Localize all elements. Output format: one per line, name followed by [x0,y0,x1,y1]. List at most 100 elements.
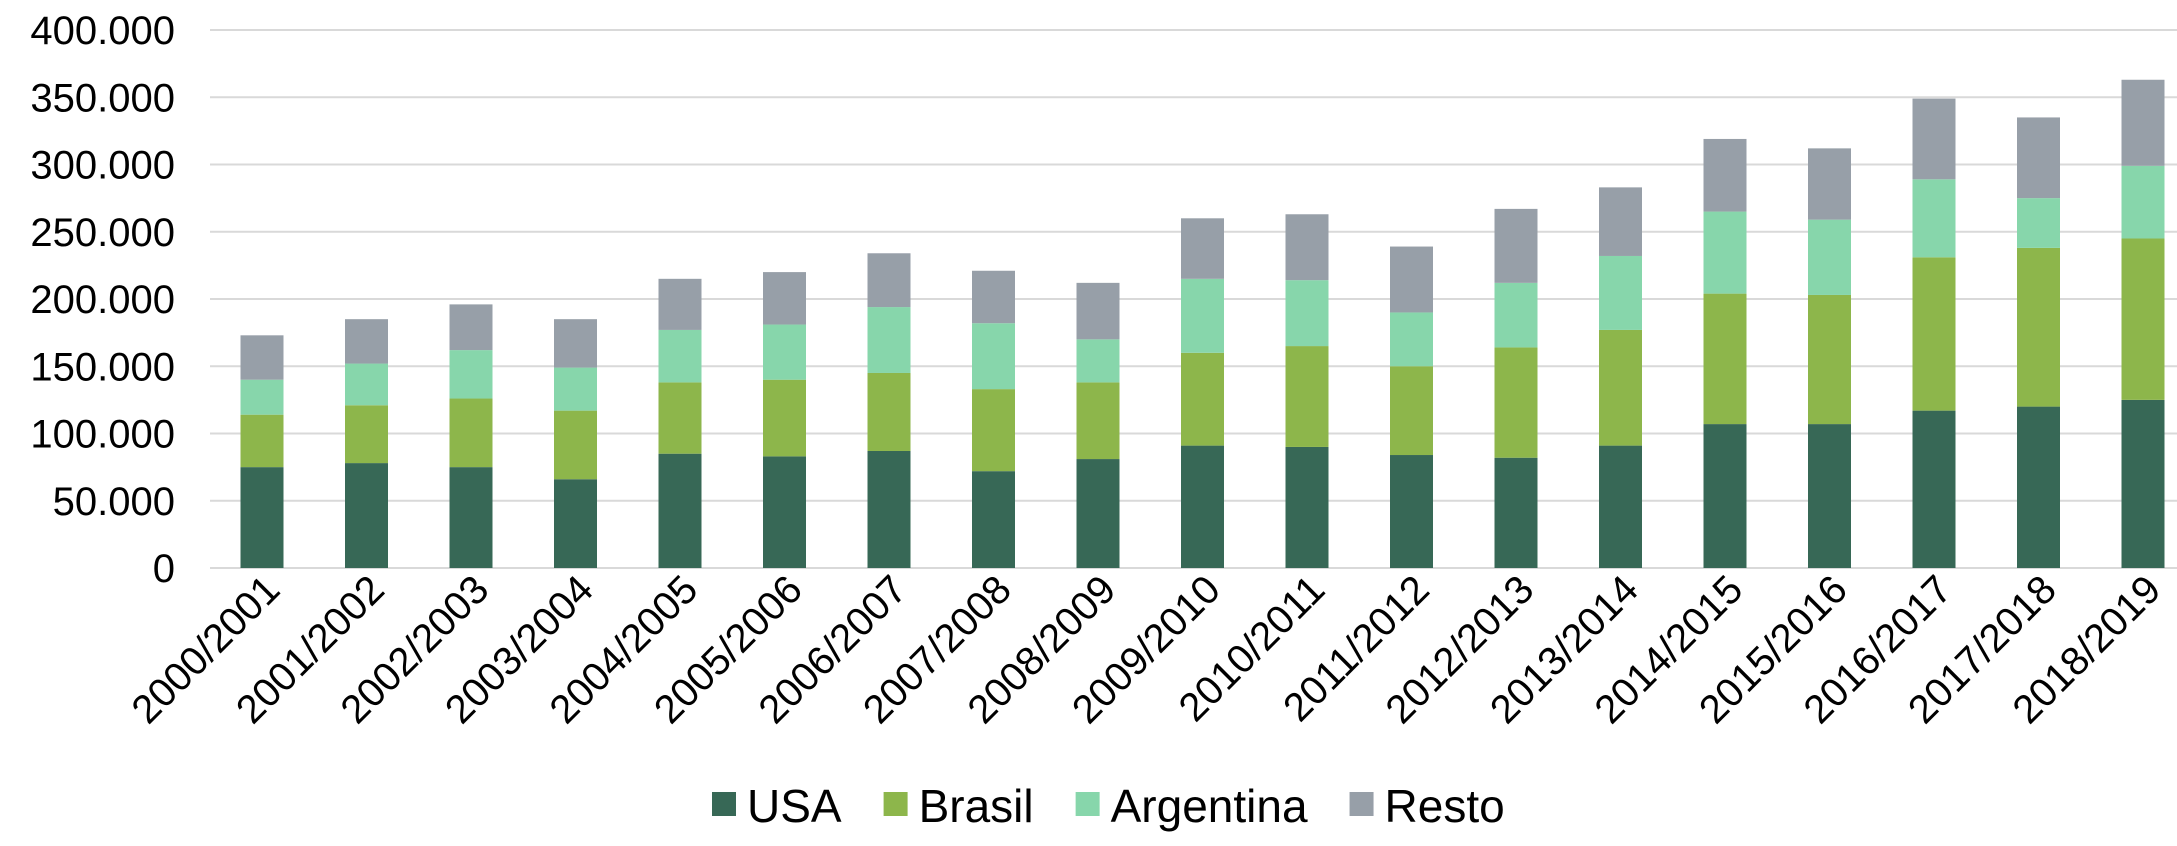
bar-usa [1285,446,1329,568]
bar-brasil [1599,329,1642,446]
bar-usa [1599,445,1642,568]
bar-argentina [2017,198,2060,248]
bar-usa [554,479,597,568]
bar-usa [1703,424,1747,568]
bar-argentina [2121,165,2165,239]
y-tick-label: 50.000 [53,480,175,524]
bar-argentina [1808,219,1851,295]
y-tick-label: 100.000 [30,413,175,457]
bar-resto [1390,246,1433,313]
bar-argentina [1285,280,1329,347]
legend-label: Argentina [1111,780,1308,832]
legend-swatch [883,792,908,816]
bar-brasil [345,405,388,464]
bar-resto [972,270,1015,324]
bar-argentina [763,324,806,380]
x-axis: 2000/20012001/20022002/20032003/20042004… [124,567,2170,732]
legend: USA Brasil Argentina Resto [712,780,1505,832]
bar-brasil [1912,257,1956,411]
legend-item-argentina: Argentina [1075,780,1308,832]
legend-label: Resto [1385,780,1505,832]
bars [240,79,2165,568]
bar-argentina [1703,211,1747,294]
bar-brasil [449,398,493,468]
bar-resto [1181,218,1224,279]
bar-brasil [1181,352,1224,446]
bar-brasil [1285,346,1329,447]
y-tick-label: 400.000 [30,9,175,53]
bar-usa [1808,424,1851,568]
legend-swatch [712,792,736,816]
bar-usa [1076,459,1120,568]
bar-argentina [345,363,388,406]
y-tick-label: 350.000 [30,76,175,120]
bar-usa [867,450,911,568]
bar-brasil [972,389,1015,472]
bar-brasil [2017,247,2060,407]
legend-item-brasil: Brasil [883,780,1034,832]
bar-argentina [1494,282,1538,348]
bar-resto [345,319,388,364]
bar-usa [345,463,388,568]
y-tick-label: 250.000 [30,211,175,255]
bar-resto [554,319,597,368]
bar-argentina [1181,278,1224,353]
bar-resto [1076,282,1120,340]
bar-resto [2017,117,2060,199]
bar-brasil [2121,238,2165,400]
bar-brasil [1076,382,1120,460]
bar-resto [449,304,493,351]
bar-brasil [1390,366,1433,456]
legend-item-resto: Resto [1349,780,1505,832]
bar-argentina [449,350,493,399]
bar-usa [449,467,493,568]
bar-argentina [1076,339,1120,383]
bar-usa [972,471,1015,568]
bar-resto [658,278,702,330]
bar-usa [2017,406,2060,568]
bar-brasil [1494,347,1538,458]
bar-argentina [1599,255,1642,330]
legend-swatch [1349,792,1374,816]
bar-resto [1494,208,1538,283]
bar-argentina [867,307,911,373]
bar-brasil [658,382,702,454]
y-tick-label: 0 [153,547,175,591]
bar-brasil [1703,293,1747,425]
bar-resto [1599,187,1642,256]
bar-usa [1494,457,1538,568]
bar-usa [2121,399,2165,568]
legend-label: USA [747,780,842,832]
bar-usa [763,456,806,568]
bar-brasil [867,372,911,451]
bar-usa [658,453,702,568]
bar-argentina [240,379,284,415]
legend-label: Brasil [919,780,1034,832]
y-tick-label: 150.000 [30,345,175,389]
bar-resto [240,335,284,380]
bar-argentina [658,329,702,383]
bar-resto [763,272,806,325]
bar-resto [1285,214,1329,281]
y-tick-label: 200.000 [30,278,175,322]
bar-resto [1912,98,1956,180]
bar-usa [240,467,284,568]
bar-brasil [240,414,284,468]
bar-argentina [1390,312,1433,367]
bar-resto [2121,79,2165,166]
bar-resto [1808,148,1851,220]
bar-brasil [1808,294,1851,425]
bar-brasil [763,379,806,457]
bar-argentina [554,367,597,411]
bar-usa [1912,410,1956,568]
bar-brasil [554,410,597,480]
bar-usa [1390,455,1433,568]
y-tick-label: 300.000 [30,144,175,188]
bar-usa [1181,445,1224,568]
bar-resto [1703,138,1747,212]
y-axis: 0 50.000 100.000 150.000 200.000 250.000 300.0… [30,9,175,591]
bar-argentina [972,323,1015,390]
bar-argentina [1912,179,1956,258]
legend-swatch [1075,792,1100,816]
